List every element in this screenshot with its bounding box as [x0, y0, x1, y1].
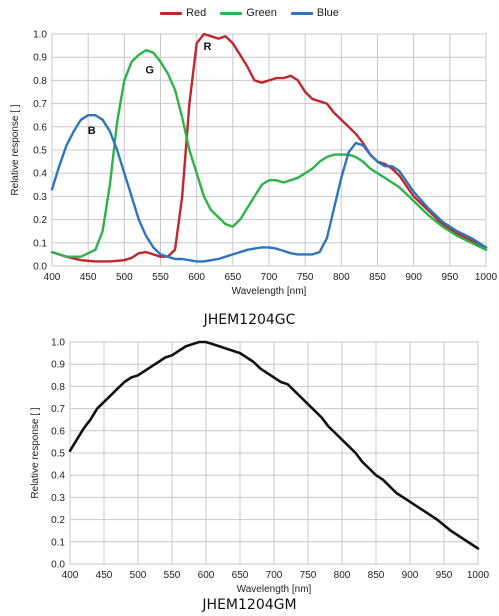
- x-tick-label-450: 450: [80, 272, 97, 283]
- x-tick-label-500: 500: [130, 570, 147, 581]
- y-tick-label-9: 0.9: [33, 53, 47, 64]
- y-tick-label-9: 0.9: [51, 360, 65, 371]
- curve-annotation-r: R: [204, 41, 212, 53]
- y-tick-label-5: 0.5: [33, 146, 47, 157]
- x-tick-label-950: 950: [441, 272, 458, 283]
- legend-label-blue: Blue: [317, 7, 339, 19]
- x-tick-label-800: 800: [334, 570, 351, 581]
- x-tick-label-800: 800: [333, 272, 350, 283]
- legend-swatch-green: [220, 12, 242, 15]
- legend-item-red: Red: [160, 7, 206, 19]
- color-chart-caption: JHEM1204GC: [0, 312, 499, 328]
- y-tick-label-2: 0.2: [33, 215, 47, 226]
- x-tick-label-750: 750: [297, 272, 314, 283]
- y-tick-label-7: 0.7: [51, 404, 65, 415]
- y-tick-label-0: 0.0: [33, 262, 47, 273]
- chart-legend: Red Green Blue: [0, 4, 499, 22]
- y-tick-label-1: 0.1: [51, 537, 65, 548]
- y-axis-label: Relative response [ ]: [10, 104, 21, 195]
- y-tick-label-2: 0.2: [51, 515, 65, 526]
- y-tick-label-8: 0.8: [51, 382, 65, 393]
- y-tick-label-5: 0.5: [51, 449, 65, 460]
- x-tick-label-950: 950: [436, 570, 453, 581]
- y-tick-label-0: 0.0: [51, 560, 65, 571]
- y-tick-label-7: 0.7: [33, 99, 47, 110]
- legend-swatch-blue: [291, 12, 313, 15]
- x-axis-label: Wavelength [nm]: [232, 286, 307, 297]
- y-tick-label-3: 0.3: [51, 493, 65, 504]
- curve-annotation-g: G: [145, 64, 154, 76]
- y-tick-label-4: 0.4: [33, 169, 47, 180]
- mono-response-chart: 400 450 500 550 600 650 700 750 800 850 900 950 1000…: [0, 334, 499, 596]
- legend-label-red: Red: [186, 7, 206, 19]
- y-tick-label-6: 0.6: [33, 122, 47, 133]
- x-tick-label-700: 700: [266, 570, 283, 581]
- color-response-chart: 400 450 500 550 600 650 700 750 800 850 900 950 1000…: [0, 22, 499, 312]
- x-tick-label-750: 750: [300, 570, 317, 581]
- y-axis-label: Relative response [ ]: [30, 407, 41, 498]
- x-tick-label-1000: 1000: [475, 272, 498, 283]
- x-tick-label-400: 400: [44, 272, 61, 283]
- x-tick-label-500: 500: [116, 272, 133, 283]
- x-tick-label-900: 900: [402, 570, 419, 581]
- x-tick-label-650: 650: [224, 272, 241, 283]
- x-tick-label-600: 600: [198, 570, 215, 581]
- y-tick-label-4: 0.4: [51, 471, 65, 482]
- y-tick-label-10: 1.0: [51, 338, 65, 349]
- x-tick-label-850: 850: [369, 272, 386, 283]
- x-tick-label-650: 650: [232, 570, 249, 581]
- x-tick-label-550: 550: [152, 272, 169, 283]
- y-tick-label-8: 0.8: [33, 76, 47, 87]
- mono-chart-caption: JHEM1204GM: [0, 597, 499, 613]
- x-tick-label-1000: 1000: [467, 570, 490, 581]
- x-axis-label: Wavelength [nm]: [237, 584, 312, 595]
- x-tick-label-700: 700: [261, 272, 278, 283]
- x-tick-label-900: 900: [405, 272, 422, 283]
- y-tick-label-10: 1.0: [33, 30, 47, 41]
- x-tick-label-550: 550: [164, 570, 181, 581]
- x-tick-label-600: 600: [188, 272, 205, 283]
- y-tick-label-1: 0.1: [33, 238, 47, 249]
- y-tick-label-6: 0.6: [51, 426, 65, 437]
- x-tick-label-450: 450: [96, 570, 113, 581]
- legend-label-green: Green: [246, 7, 277, 19]
- legend-item-green: Green: [220, 7, 277, 19]
- y-tick-label-3: 0.3: [33, 192, 47, 203]
- x-tick-label-850: 850: [368, 570, 385, 581]
- curve-annotation-b: B: [88, 125, 96, 137]
- legend-swatch-red: [160, 12, 182, 15]
- legend-item-blue: Blue: [291, 7, 339, 19]
- x-tick-label-400: 400: [62, 570, 79, 581]
